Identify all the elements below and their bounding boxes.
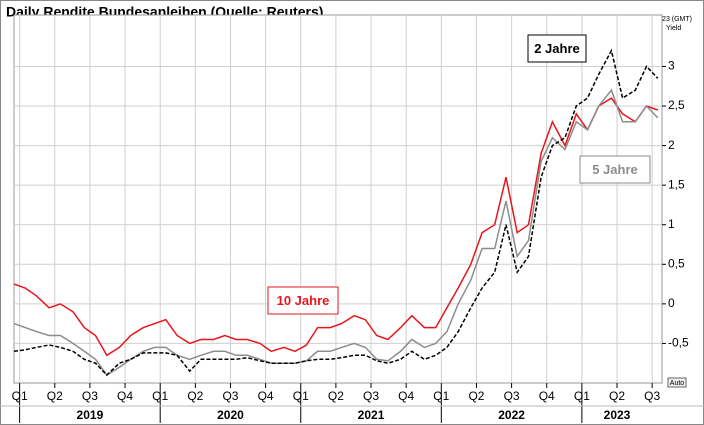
- x-tick-label: Q2: [468, 389, 484, 403]
- y-tick-label: -0,5: [668, 336, 689, 350]
- x-tick-label: Q2: [47, 389, 63, 403]
- series-line: [13, 88, 659, 377]
- series-label: 2 Jahre: [534, 41, 580, 56]
- y-tick-label: 0,5: [668, 256, 685, 270]
- plot-area: [13, 14, 663, 384]
- year-label: 2023: [604, 408, 631, 422]
- year-label: 2022: [498, 408, 525, 422]
- auto-button[interactable]: [667, 377, 687, 388]
- x-tick-label: Q3: [82, 389, 98, 403]
- x-tick-label: Q2: [328, 389, 344, 403]
- y-tick-label: 2,5: [668, 98, 685, 112]
- x-tick-label: Q3: [504, 389, 520, 403]
- y-tick-label: 0: [668, 296, 675, 310]
- x-tick-label: Q2: [609, 389, 625, 403]
- year-label: 2020: [217, 408, 244, 422]
- x-tick-label: Q3: [644, 389, 660, 403]
- x-tick-label: Q4: [398, 389, 414, 403]
- x-tick-label: Q3: [222, 389, 238, 403]
- series-label-box: [267, 286, 339, 315]
- x-tick-label: Q3: [363, 389, 379, 403]
- series-line: [13, 48, 659, 377]
- y-tick-label: 2: [668, 138, 675, 152]
- series-line: [13, 97, 659, 357]
- y-tick-label: 3: [668, 59, 675, 73]
- y-axis-label: Yield: [666, 25, 681, 32]
- x-tick-label: Q4: [539, 389, 555, 403]
- x-tick-label: Q4: [117, 389, 133, 403]
- y-tick-label: 1,5: [668, 177, 685, 191]
- x-tick-label: Q1: [293, 389, 309, 403]
- year-label: 2021: [358, 408, 385, 422]
- series-label-box: [527, 34, 587, 63]
- series-label: 10 Jahre: [277, 293, 330, 308]
- x-tick-label: Q4: [258, 389, 274, 403]
- y-tick-label: 1: [668, 217, 675, 231]
- series-label-box: [579, 155, 651, 184]
- x-tick-label: Q1: [433, 389, 449, 403]
- auto-button-label[interactable]: Auto: [670, 380, 685, 387]
- series-label: 5 Jahre: [592, 162, 638, 177]
- year-label: 2019: [77, 408, 104, 422]
- x-tick-label: Q1: [12, 389, 28, 403]
- x-tick-label: Q1: [152, 389, 168, 403]
- x-tick-label: Q2: [187, 389, 203, 403]
- x-tick-label: Q1: [574, 389, 590, 403]
